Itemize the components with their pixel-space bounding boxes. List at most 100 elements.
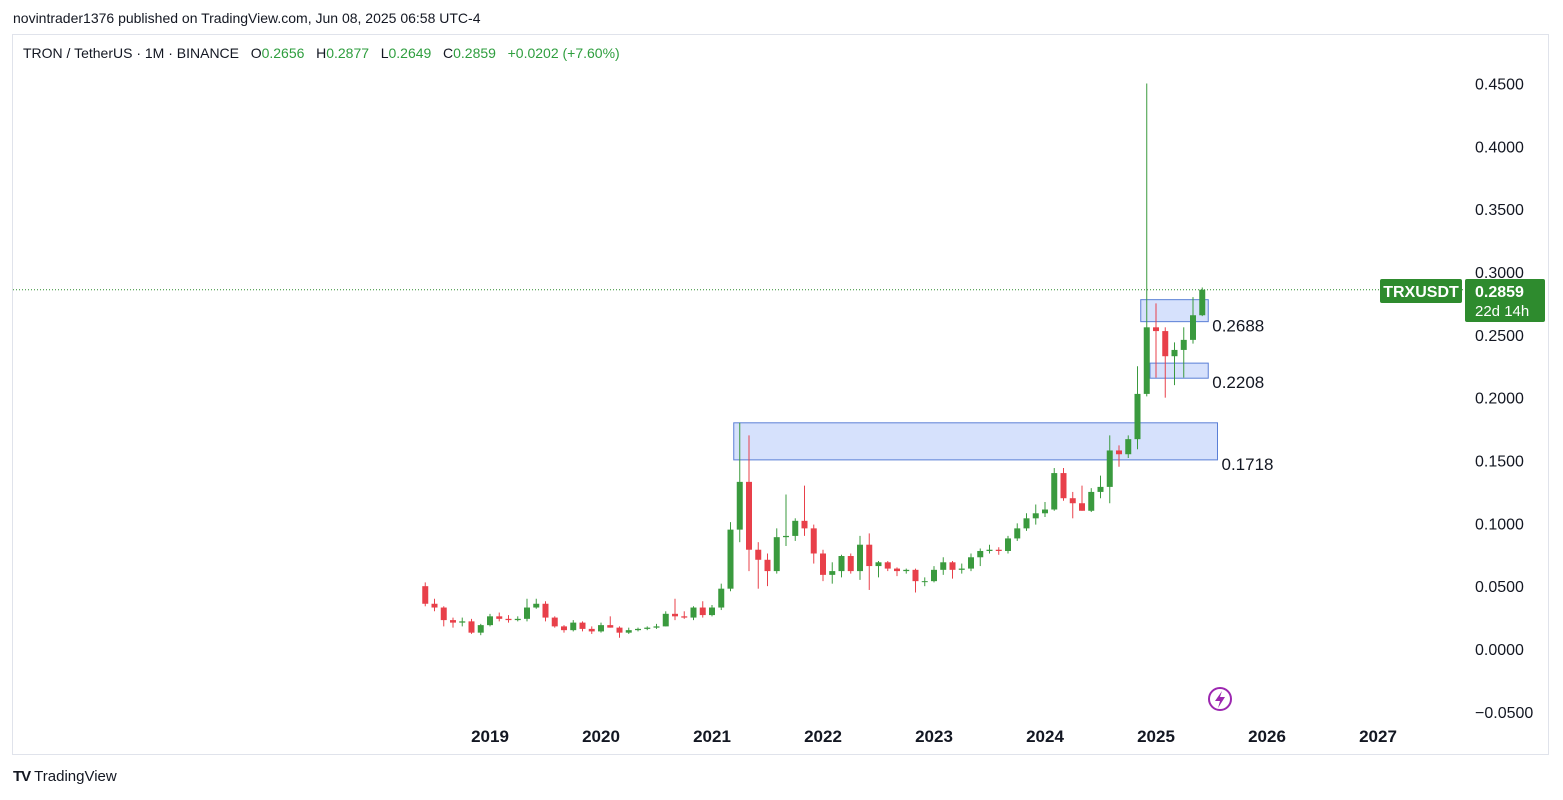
candle-body [1125, 439, 1132, 455]
lightning-bolt-circle-icon[interactable] [1208, 687, 1232, 711]
candle-body [884, 562, 891, 569]
candle-body [1106, 450, 1113, 487]
candle-body [496, 616, 503, 619]
low-value: 0.2649 [388, 45, 432, 61]
candle-body [505, 618, 512, 621]
candle-body [801, 520, 808, 529]
candle-body [533, 603, 540, 608]
x-tick-label: 2025 [1137, 727, 1175, 746]
candle-body [764, 559, 771, 572]
close-value: 0.2859 [453, 45, 496, 61]
candle-body [773, 537, 780, 572]
candle-body [440, 607, 447, 621]
high-label: H [316, 45, 327, 61]
x-tick-label: 2019 [471, 727, 509, 746]
candle-body [1005, 538, 1011, 551]
candle-body [672, 613, 678, 617]
tradingview-logo-icon: TV [13, 768, 31, 785]
price-tag: TRXUSDT 0.2859 22d 14h [1380, 279, 1545, 322]
zones-layer [733, 299, 1218, 461]
candle-body [755, 549, 762, 560]
x-tick-label: 2021 [693, 727, 731, 746]
zone-label: 0.1718 [1222, 455, 1274, 474]
candle-body [1079, 503, 1085, 511]
candle-body [810, 528, 817, 554]
time-axis[interactable]: 2019 2020 2021 2022 2023 2024 2025 2026 2027 [471, 727, 1397, 746]
candle-body [1023, 518, 1030, 529]
candle-body [450, 620, 456, 623]
candle-body [1042, 509, 1048, 514]
candle-body [1190, 315, 1196, 340]
y-tick-label: 0.0500 [1475, 579, 1524, 596]
candle-body [635, 628, 641, 631]
candle-body [616, 627, 623, 633]
candle-body [1171, 349, 1178, 357]
candle-body [977, 550, 984, 558]
price-tag-countdown: 22d 14h [1475, 303, 1529, 320]
candle-body [690, 607, 697, 618]
change-value: +0.0202 (+7.60%) [507, 45, 620, 61]
symbol-legend: TRON / TetherUS · 1M · BINANCE O0.2656 H… [23, 45, 620, 61]
candle-body [875, 562, 882, 567]
y-tick-label: −0.0500 [1475, 705, 1533, 722]
candle-body [1051, 473, 1058, 510]
open-value: 0.2656 [261, 45, 305, 61]
candle-body [1199, 289, 1206, 316]
x-tick-label: 2024 [1026, 727, 1064, 746]
candle-body [681, 616, 688, 618]
zone-box [1140, 299, 1209, 323]
candle-body [940, 562, 947, 570]
y-tick-label: 0.1500 [1475, 454, 1524, 471]
symbol-name[interactable]: TRON / TetherUS · 1M · BINANCE [23, 45, 240, 61]
candle-body [662, 613, 669, 627]
candle-body [820, 553, 826, 575]
candle-body [829, 571, 836, 575]
candle-body [487, 616, 493, 626]
candles-layer [422, 83, 1206, 638]
candle-body [524, 607, 530, 619]
x-tick-label: 2020 [582, 727, 620, 746]
candle-body [551, 617, 558, 627]
candle-body [912, 569, 919, 582]
candle-body [921, 581, 928, 583]
close-label: C [443, 45, 454, 61]
candle-body [718, 588, 725, 608]
candle-body [995, 549, 1002, 551]
price-tag-value: 0.2859 [1475, 284, 1524, 301]
candle-body [477, 625, 484, 633]
candle-body [1162, 331, 1169, 357]
candle-body [958, 568, 965, 570]
candle-body [986, 549, 993, 551]
candle-body [949, 562, 956, 570]
ticker-tag-label: TRXUSDT [1383, 284, 1459, 301]
candle-body [1180, 339, 1187, 350]
candle-body [542, 603, 549, 618]
candle-body [1134, 393, 1141, 440]
footer-brand[interactable]: TV TradingView [13, 768, 117, 785]
candle-body [866, 544, 873, 567]
candle-body [588, 628, 595, 632]
candle-body [968, 557, 974, 569]
candle-body [1069, 498, 1076, 504]
candle-body [1116, 450, 1122, 455]
candle-body [838, 556, 845, 572]
candle-body [644, 627, 651, 629]
candle-body [431, 603, 438, 608]
candle-body [468, 621, 475, 633]
zone-labels-layer: 0.2688 0.2208 0.1718 [1212, 317, 1273, 474]
candle-body [931, 569, 937, 582]
x-tick-label: 2026 [1248, 727, 1286, 746]
candle-body [727, 529, 734, 589]
candle-body [514, 618, 521, 621]
candle-body [1014, 528, 1021, 539]
candle-body [1088, 491, 1095, 511]
open-label: O [250, 45, 262, 61]
y-tick-label: 0.4500 [1475, 77, 1524, 94]
price-axis[interactable]: 0.4500 0.4000 0.3500 0.3000 0.2500 0.2000 0.15… [1475, 77, 1533, 722]
chart-frame [12, 34, 1549, 755]
y-tick-label: 0.2500 [1475, 328, 1524, 345]
publisher-line: novintrader1376 published on TradingView… [13, 10, 481, 26]
candle-body [903, 569, 910, 572]
candle-body [570, 622, 577, 631]
